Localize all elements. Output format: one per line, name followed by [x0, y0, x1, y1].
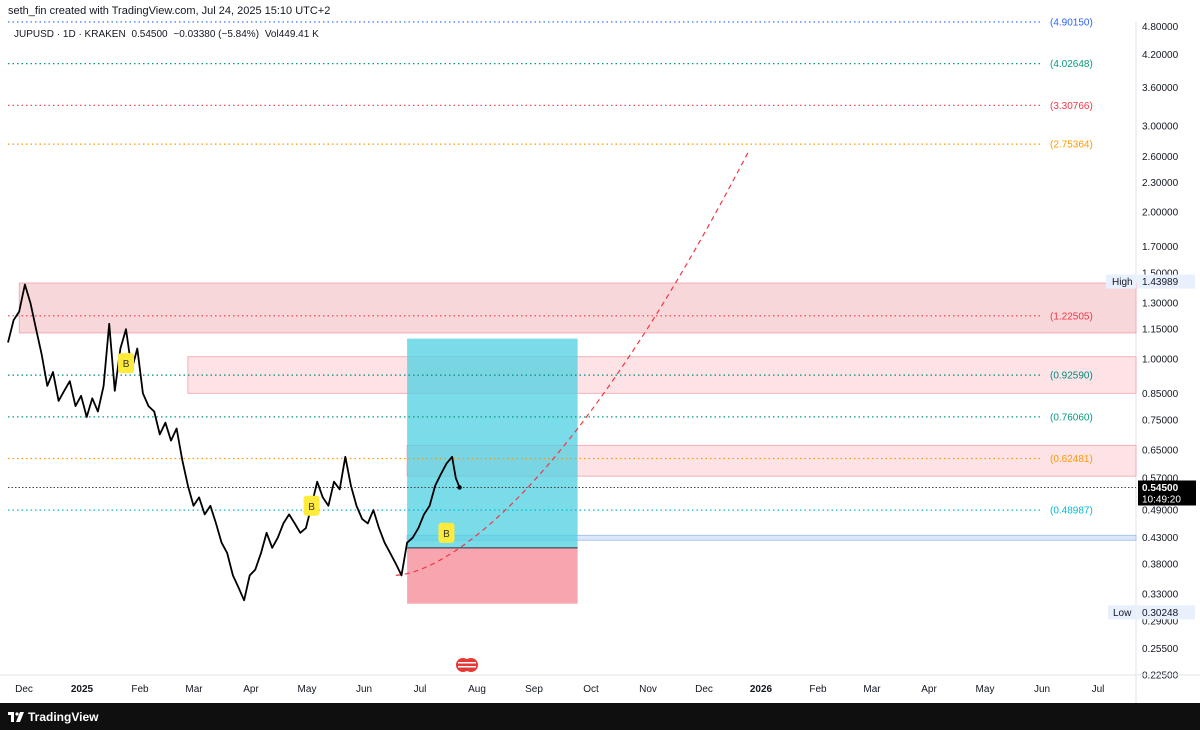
stop-zone [407, 547, 578, 604]
price-axis-tick: 0.38000 [1142, 559, 1179, 570]
high-label: High [1112, 277, 1133, 288]
time-axis-tick: Jun [356, 684, 372, 695]
footer-bar: TradingView [0, 703, 1200, 730]
low-value-bg [1137, 605, 1195, 620]
price-axis-tick: 1.50000 [1142, 268, 1179, 279]
high-label-bg [1106, 274, 1136, 289]
time-axis-tick: Jun [1034, 684, 1050, 695]
last-price-value: 0.54500 [131, 29, 168, 40]
time-axis-tick: 2025 [71, 684, 94, 695]
time-axis-tick: Feb [809, 684, 827, 695]
resistance-zone-top [18, 282, 1137, 334]
low-label-bg [1108, 605, 1136, 620]
price-axis-tick: 0.33000 [1142, 589, 1179, 600]
time-axis-tick: Dec [695, 684, 713, 695]
event-flag-stripe [458, 666, 476, 668]
price-axis-tick: 0.22500 [1142, 671, 1179, 682]
tradingview-logo-icon [8, 712, 24, 722]
price-axis-bg [1136, 22, 1200, 675]
high-value: 1.43989 [1142, 277, 1179, 288]
time-axis-tick: Nov [639, 684, 657, 695]
fib-level-label: (2.75364) [1050, 140, 1093, 151]
fib-level-label: (0.48987) [1050, 506, 1093, 517]
last-price-dot [457, 485, 462, 490]
time-axis-tick: 2026 [750, 684, 773, 695]
volume-value: Vol449.41 K [264, 29, 319, 40]
change-value: −0.03380 (−5.84%) [173, 29, 260, 40]
time-axis-tick: May [976, 684, 995, 695]
price-axis-tick: 0.43000 [1142, 533, 1179, 544]
price-axis-tick: 0.25500 [1142, 644, 1179, 655]
target-zone [407, 338, 578, 548]
price-axis-tick: 1.00000 [1142, 354, 1179, 365]
symbol-name: JUPUSD · 1D · KRAKEN [14, 29, 126, 40]
price-axis-tick: 0.57000 [1142, 473, 1179, 484]
price-axis-tick: 4.80000 [1142, 22, 1179, 33]
buy-badge: B [118, 353, 135, 374]
buy-badge-label: B [308, 502, 315, 513]
buy-badge-bg [118, 353, 135, 374]
fib-level-label: (0.76060) [1050, 412, 1093, 423]
event-flag-bg-2 [464, 658, 478, 672]
low-value: 0.30248 [1142, 608, 1179, 619]
time-axis-tick: Aug [468, 684, 486, 695]
footer-brand: TradingView [28, 710, 99, 724]
time-axis-tick: Feb [131, 684, 149, 695]
fib-level-label: (0.62481) [1050, 454, 1093, 465]
tradingview-logo[interactable]: TradingView [8, 710, 98, 724]
time-axis-tick: Apr [921, 684, 937, 695]
symbol-info: JUPUSD · 1D · KRAKEN 0.54500 −0.03380 (−… [14, 29, 322, 40]
time-axis-tick: Jul [1092, 684, 1105, 695]
time-axis-tick: May [298, 684, 317, 695]
time-axis-tick: Oct [583, 684, 599, 695]
price-axis-tick: 0.29000 [1142, 617, 1179, 628]
buy-badge: B [438, 522, 455, 543]
buy-badge-label: B [443, 529, 450, 540]
price-axis-tick: 0.49000 [1142, 506, 1179, 517]
price-axis-tick: 0.75000 [1142, 415, 1179, 426]
time-axis-tick: Sep [525, 684, 543, 695]
price-chart[interactable]: (4.90150) (4.02648) (3.30766) (2.75364) (1.2… [0, 0, 1200, 703]
price-axis-tick: 4.20000 [1142, 50, 1179, 61]
header-bar: seth_fin created with TradingView.com, J… [0, 0, 1200, 22]
high-value-bg [1137, 274, 1195, 289]
countdown-value: 10:49:20 [1142, 494, 1181, 505]
last-price-badge-value: 0.54500 [1142, 483, 1179, 494]
fib-level-label: (0.92590) [1050, 371, 1093, 382]
event-flag-stripe [458, 662, 476, 664]
buy-badge-bg [438, 522, 455, 543]
price-axis-tick: 1.15000 [1142, 325, 1179, 336]
fib-level-label: (3.30766) [1050, 101, 1093, 112]
credit-text: seth_fin created with TradingView.com, J… [8, 5, 331, 17]
fib-level-label: (4.02648) [1050, 59, 1093, 70]
price-axis-tick: 0.65000 [1142, 446, 1179, 457]
price-axis-tick: 0.85000 [1142, 389, 1179, 400]
buy-badge-label: B [123, 359, 130, 370]
price-axis-tick: 1.30000 [1142, 299, 1179, 310]
price-axis-tick: 3.60000 [1142, 83, 1179, 94]
time-axis-tick: Mar [863, 684, 881, 695]
last-price-badge [1138, 480, 1196, 506]
time-axis-tick: Apr [243, 684, 259, 695]
time-axis-tick: Dec [15, 684, 33, 695]
price-axis-tick: 3.00000 [1142, 121, 1179, 132]
price-axis-tick: 2.60000 [1142, 152, 1179, 163]
fib-level-label: (1.22505) [1050, 311, 1093, 322]
price-axis-tick: 2.00000 [1142, 207, 1179, 218]
price-line [7, 283, 461, 602]
buy-badge-bg [303, 495, 320, 516]
event-flag-icon [456, 658, 478, 672]
price-axis-tick: 1.70000 [1142, 242, 1179, 253]
projection-curve [395, 152, 749, 576]
fib-level-label: (4.90150) [1050, 17, 1093, 28]
low-label: Low [1113, 608, 1132, 619]
time-axis-tick: Mar [185, 684, 203, 695]
time-axis-tick: Jul [414, 684, 427, 695]
price-axis-tick: 2.30000 [1142, 178, 1179, 189]
buy-badge: B [303, 495, 320, 516]
